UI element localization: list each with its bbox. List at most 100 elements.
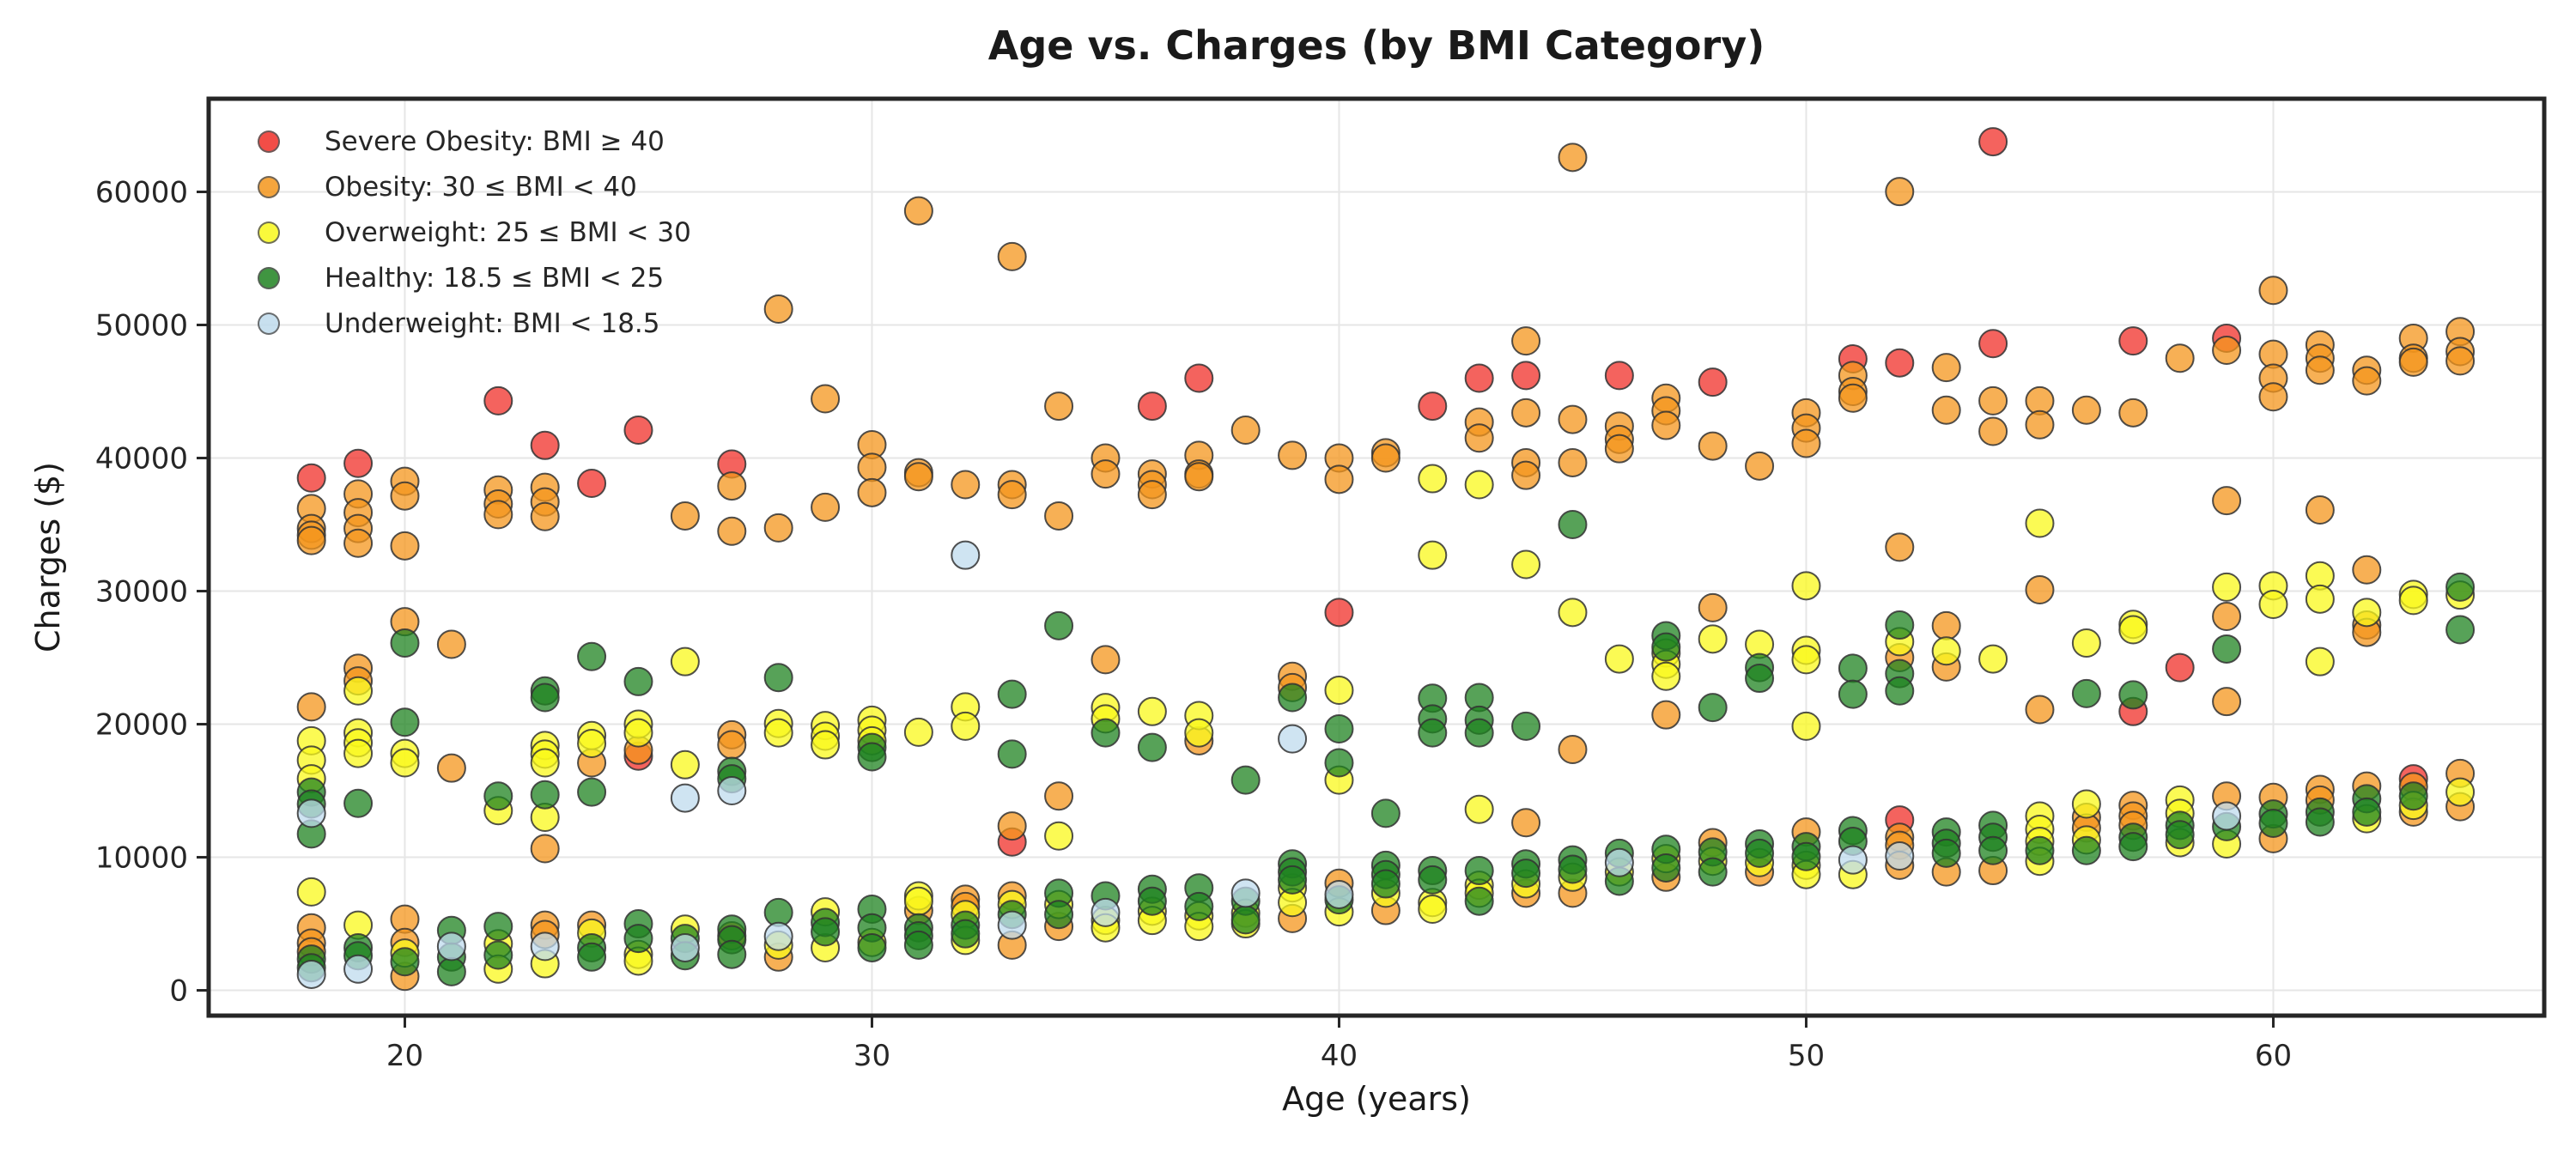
data-point — [670, 646, 700, 677]
data-point — [1044, 781, 1074, 811]
data-point — [1044, 900, 1074, 930]
data-point — [1184, 363, 1214, 393]
data-point — [577, 777, 607, 807]
data-point — [436, 956, 466, 986]
data-point — [717, 730, 747, 760]
data-point — [2445, 572, 2476, 602]
legend-label: Overweight: 25 ≤ BMI < 30 — [325, 216, 691, 248]
data-point — [2071, 835, 2101, 865]
data-point — [1418, 865, 1448, 895]
data-point — [1885, 610, 1915, 640]
data-point — [1558, 854, 1588, 884]
data-point — [763, 921, 793, 951]
legend-item-obesity: Obesity: 30 ≤ BMI < 40 — [254, 164, 691, 209]
data-point — [1044, 610, 1074, 640]
data-point — [1184, 462, 1214, 492]
data-point — [1370, 443, 1400, 473]
data-point — [1698, 367, 1728, 397]
x-tick-label: 60 — [2255, 1039, 2292, 1073]
data-point — [1885, 177, 1915, 207]
data-point — [1604, 644, 1634, 674]
data-point — [483, 500, 513, 530]
data-point — [1418, 391, 1448, 422]
data-point — [436, 931, 466, 962]
data-point — [1698, 431, 1728, 461]
data-point — [1324, 748, 1354, 778]
data-point — [2118, 397, 2148, 428]
data-point — [903, 930, 933, 960]
data-point — [1464, 856, 1494, 886]
data-point — [2398, 347, 2428, 377]
data-point — [296, 798, 326, 828]
data-point — [717, 776, 747, 806]
chart-title: Age vs. Charges (by BMI Category) — [987, 22, 1765, 69]
data-point — [1931, 838, 1961, 868]
data-point — [1651, 410, 1681, 440]
data-point — [1745, 838, 1775, 868]
data-point — [1558, 510, 1588, 540]
data-point — [1838, 653, 1868, 683]
data-point — [2118, 832, 2148, 862]
data-point — [1885, 676, 1915, 706]
data-point — [2212, 486, 2242, 516]
data-point — [1745, 664, 1775, 694]
data-point — [951, 540, 981, 570]
data-point — [1651, 700, 1681, 730]
data-point — [951, 919, 981, 949]
data-point — [1418, 540, 1448, 570]
data-point — [2305, 646, 2335, 677]
data-point — [2352, 555, 2382, 585]
data-point — [2025, 508, 2055, 538]
data-point — [1838, 679, 1868, 709]
data-point — [1511, 326, 1541, 356]
healthy-marker-icon — [258, 266, 280, 289]
data-point — [343, 528, 374, 558]
data-point — [2165, 343, 2195, 373]
data-point — [1091, 459, 1121, 489]
overweight-marker-icon — [258, 221, 280, 244]
data-point — [2352, 366, 2382, 396]
data-point — [670, 783, 700, 813]
data-point — [1184, 891, 1214, 921]
data-point — [2025, 835, 2055, 865]
data-point — [390, 628, 420, 658]
data-point — [296, 692, 326, 722]
data-point — [997, 910, 1027, 940]
severe-obesity-marker-icon — [258, 130, 280, 153]
x-tick-label: 40 — [1321, 1039, 1358, 1073]
data-point — [1558, 447, 1588, 477]
data-point — [2212, 634, 2242, 664]
data-point — [1558, 598, 1588, 628]
data-point — [857, 932, 887, 962]
y-tick-label: 20000 — [95, 708, 188, 743]
data-point — [2165, 652, 2195, 683]
data-point — [577, 729, 607, 759]
data-point — [1698, 624, 1728, 654]
data-point — [1838, 845, 1868, 875]
data-point — [1978, 127, 2008, 157]
legend-label: Severe Obesity: BMI ≥ 40 — [325, 125, 665, 157]
data-point — [1791, 428, 1821, 458]
data-point — [1091, 718, 1121, 748]
data-point — [1511, 808, 1541, 838]
data-point — [483, 781, 513, 811]
data-point — [2071, 395, 2101, 425]
data-point — [1978, 385, 2008, 416]
data-point — [1885, 532, 1915, 562]
data-point — [951, 711, 981, 741]
data-point — [1885, 840, 1915, 871]
data-point — [2025, 695, 2055, 725]
data-point — [1464, 718, 1494, 748]
data-point — [623, 924, 653, 954]
data-point — [483, 912, 513, 942]
data-point — [2445, 615, 2476, 645]
data-point — [1137, 696, 1167, 726]
data-point — [1324, 713, 1354, 743]
data-point — [483, 385, 513, 416]
data-point — [1791, 571, 1821, 601]
data-point — [717, 471, 747, 501]
plot-border — [206, 96, 2547, 1018]
data-point — [1604, 361, 1634, 391]
data-point — [2445, 346, 2476, 376]
